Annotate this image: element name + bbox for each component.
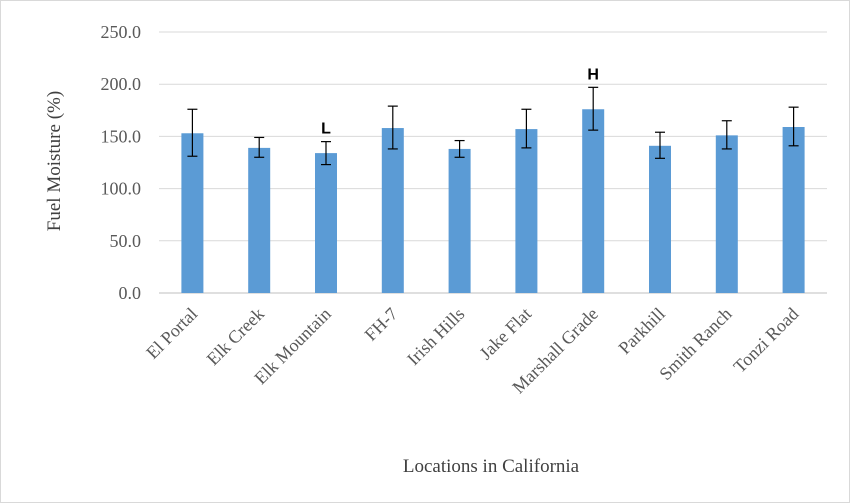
error-bar bbox=[521, 108, 532, 149]
error-bar bbox=[788, 106, 799, 147]
bar bbox=[315, 153, 337, 293]
y-tick-label: 0.0 bbox=[119, 283, 142, 303]
bar bbox=[715, 135, 738, 293]
x-tick-label: Smith Ranch bbox=[655, 304, 735, 384]
x-tick-label: El Portal bbox=[142, 304, 201, 363]
x-tick-label: Elk Creek bbox=[203, 304, 268, 369]
y-tick-label: 200.0 bbox=[101, 74, 142, 94]
bar bbox=[381, 128, 404, 293]
error-bar bbox=[387, 105, 398, 150]
error-bar bbox=[655, 131, 665, 159]
y-tick-label: 250.0 bbox=[101, 22, 142, 42]
bar bbox=[248, 147, 271, 293]
bar bbox=[448, 148, 471, 293]
y-tick-label: 50.0 bbox=[110, 231, 142, 251]
x-axis-title: Locations in California bbox=[403, 456, 580, 477]
x-tick-label: Parkhill bbox=[614, 304, 668, 358]
bar bbox=[649, 145, 671, 293]
annotations: LH bbox=[321, 66, 599, 137]
x-tick-label: Irish Hills bbox=[403, 304, 468, 369]
error-bar bbox=[254, 136, 265, 158]
y-tick-labels: 0.0 50.0 100.0 150.0 200.0 250.0 bbox=[101, 22, 142, 303]
x-tick-label: Tonzi Road bbox=[729, 304, 802, 377]
error-bar bbox=[588, 86, 599, 131]
x-tick-label: Jake Flat bbox=[475, 304, 535, 364]
error-bar bbox=[721, 120, 732, 150]
annotation-label: L bbox=[321, 121, 331, 138]
y-tick-label: 100.0 bbox=[101, 179, 142, 199]
y-tick-label: 150.0 bbox=[101, 126, 142, 146]
error-bar bbox=[187, 108, 198, 157]
bar bbox=[782, 127, 805, 293]
error-bar bbox=[454, 139, 465, 158]
gridlines bbox=[159, 31, 827, 294]
annotation-label: H bbox=[587, 66, 599, 83]
y-axis-title: Fuel Moisture (%) bbox=[44, 91, 65, 231]
error-bars bbox=[187, 86, 799, 166]
bars bbox=[181, 109, 805, 293]
bar bbox=[515, 129, 538, 293]
bar bbox=[181, 133, 204, 293]
x-tick-label: FH-7 bbox=[361, 304, 402, 345]
error-bar bbox=[321, 141, 331, 166]
bar bbox=[582, 109, 605, 293]
